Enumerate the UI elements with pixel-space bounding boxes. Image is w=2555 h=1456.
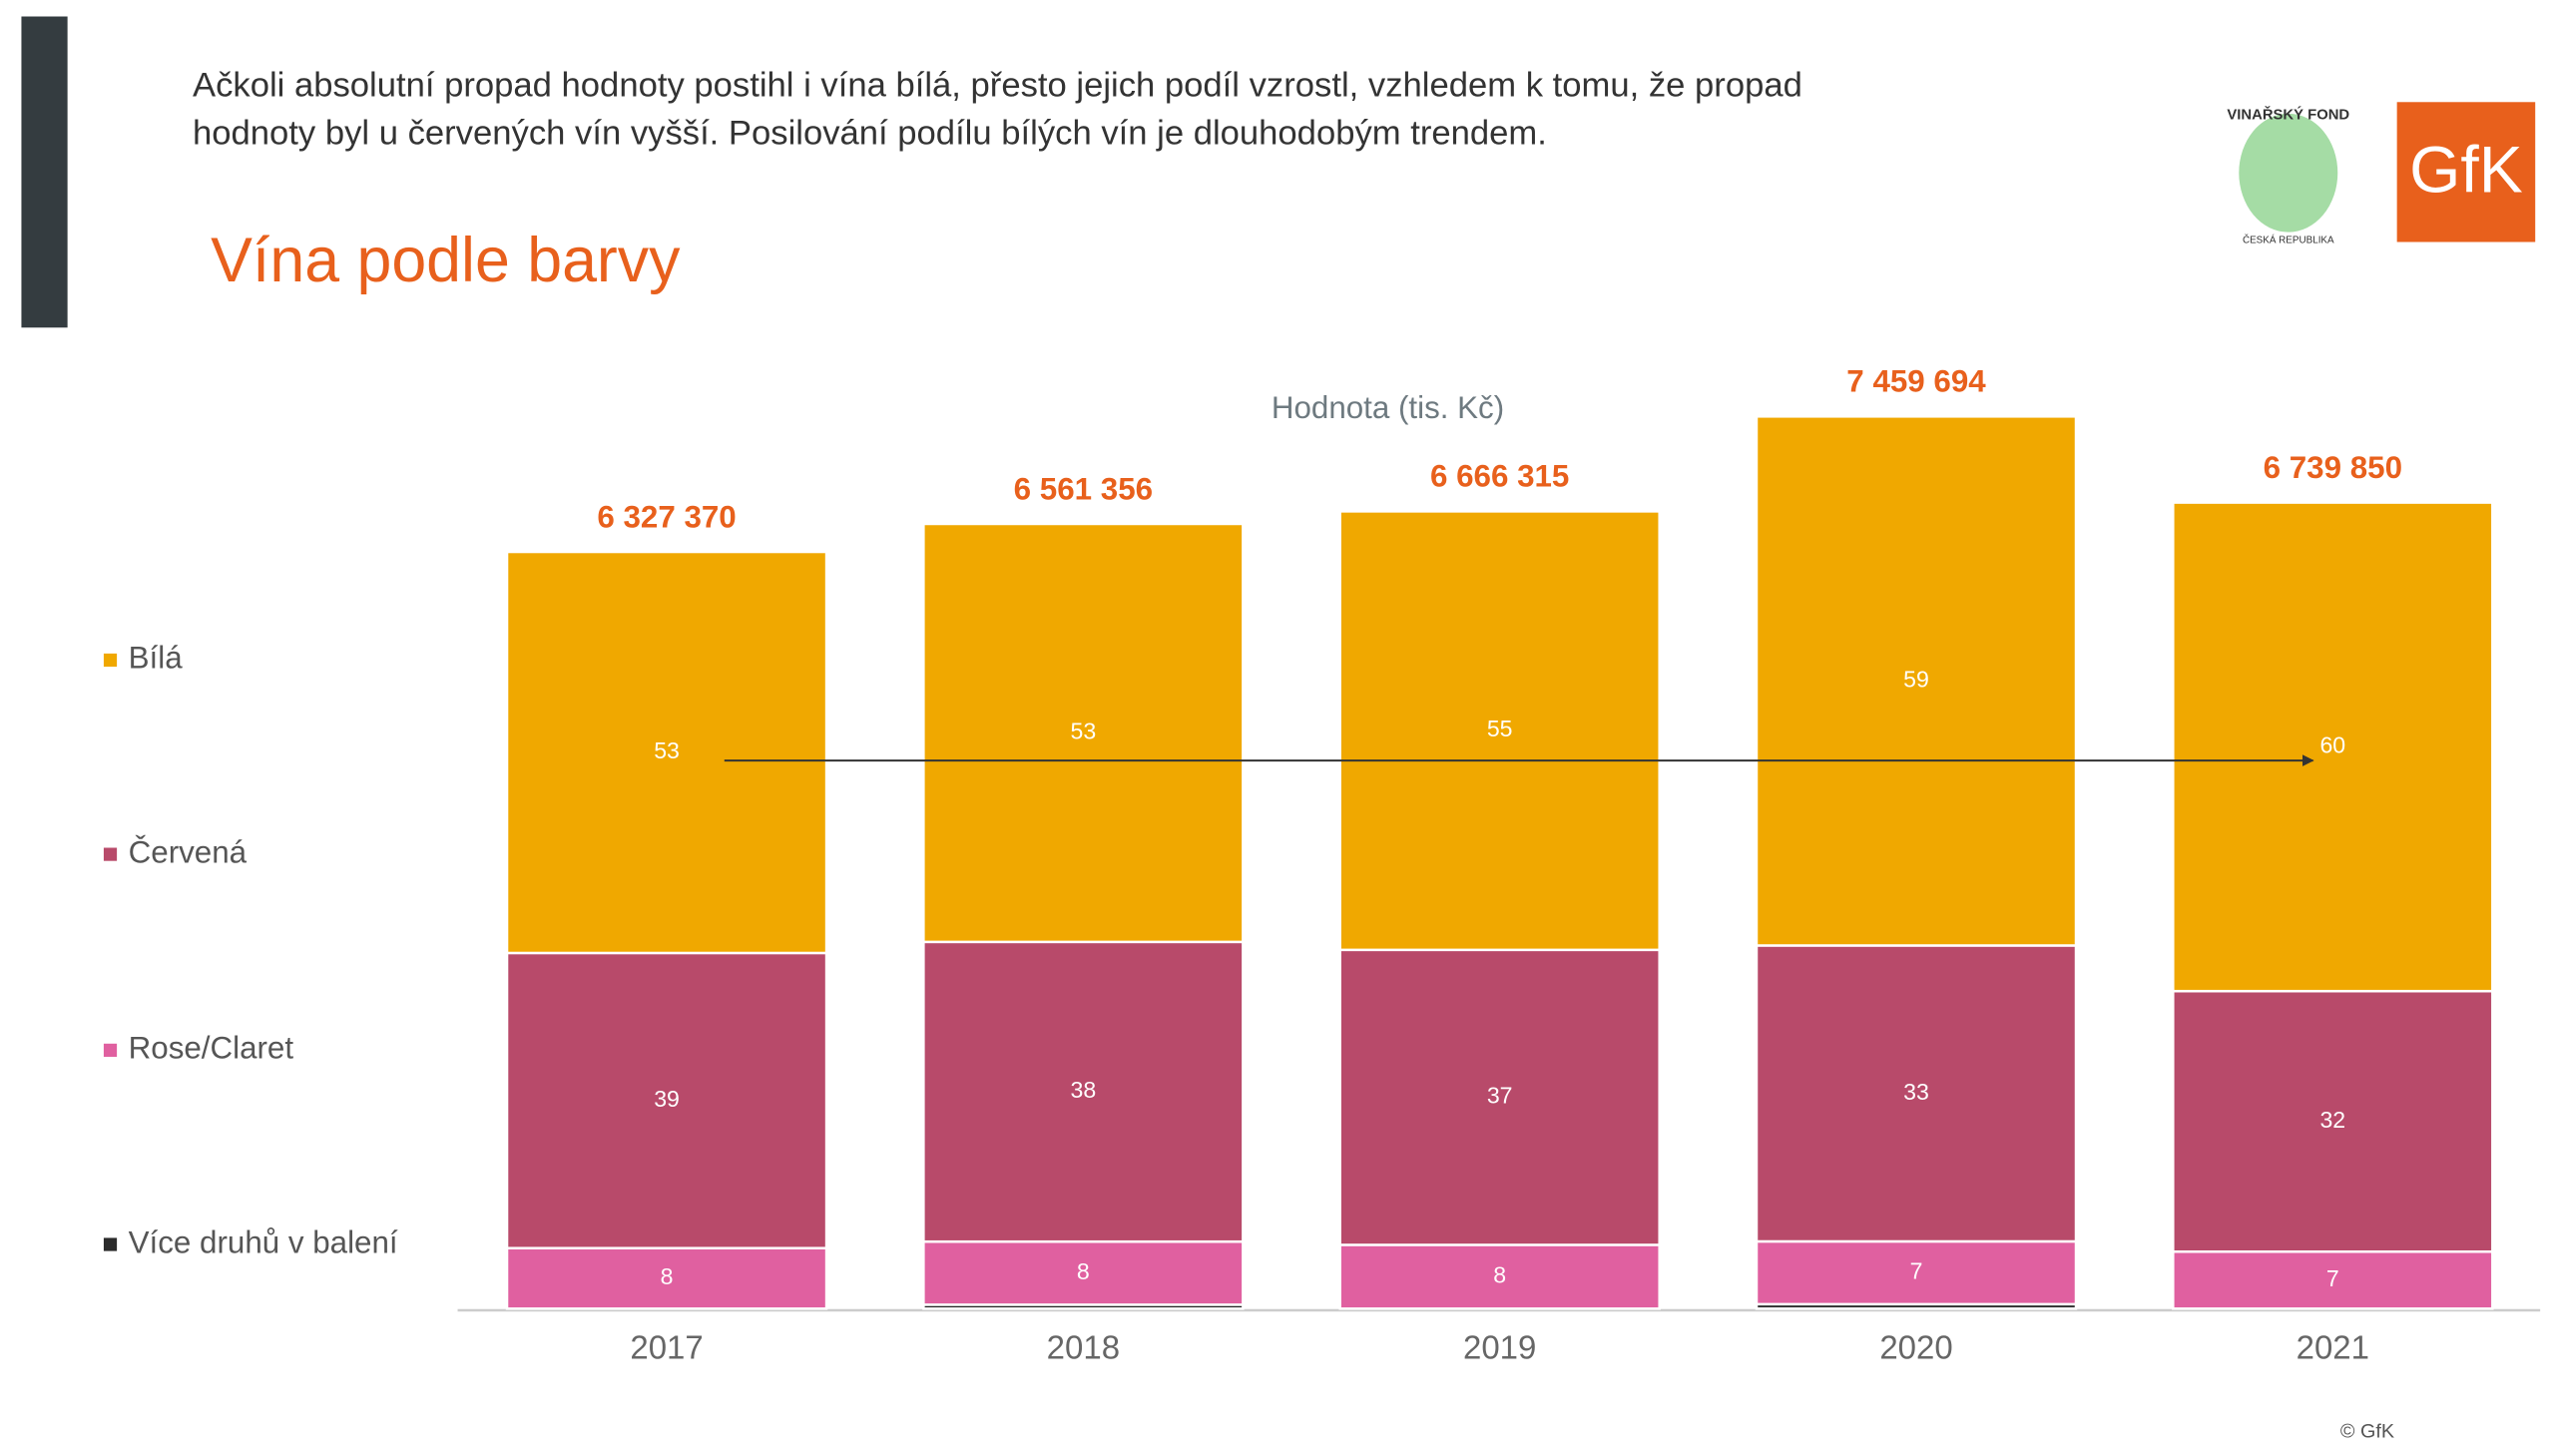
total-label: 6 561 356 (1014, 471, 1153, 506)
legend-label: Více druhů v balení (129, 1224, 398, 1259)
side-bar (21, 16, 68, 328)
bar-segment (2172, 501, 2494, 993)
copyright: © GfK (2340, 1420, 2394, 1442)
legend-label: Bílá (129, 641, 184, 676)
bar-segment (1755, 944, 2078, 1243)
bar-segment (922, 940, 1245, 1243)
total-label: 6 666 315 (1430, 459, 1569, 494)
segment-label: 8 (1493, 1261, 1506, 1287)
legend-swatch (103, 1043, 118, 1057)
x-tick-label: 2021 (2297, 1328, 2369, 1365)
logo-shape (2239, 113, 2338, 233)
legend-swatch (103, 1237, 118, 1251)
segment-label: 33 (1903, 1079, 1929, 1105)
bar-segment (1755, 415, 2078, 947)
logo-text: VINAŘSKÝ FOND (2227, 105, 2349, 123)
segment-label: 39 (654, 1086, 680, 1112)
chart-title: Vína podle barvy (211, 226, 681, 295)
segment-label: 53 (654, 737, 680, 763)
segment-label: 60 (2319, 731, 2345, 757)
segment-label: 7 (1910, 1258, 1923, 1284)
x-tick-label: 2019 (1463, 1328, 1536, 1365)
bar-segment (1338, 510, 1661, 952)
bar-segment (2172, 989, 2494, 1253)
description-line: hodnoty byl u červených vín vyšší. Posil… (193, 114, 1547, 152)
gfk-logo (2396, 102, 2536, 243)
bar-segment (505, 550, 828, 955)
segment-label: 53 (1071, 719, 1097, 744)
gfk-logo-text: GfK (2409, 132, 2523, 206)
segment-label: 55 (1487, 716, 1513, 741)
bar-segment (1338, 948, 1661, 1246)
segment-label: 8 (1077, 1258, 1090, 1284)
total-label: 6 739 850 (2264, 450, 2402, 485)
bar-segment (922, 1239, 1245, 1306)
segment-label: 37 (1487, 1083, 1513, 1109)
segment-label: 8 (661, 1263, 674, 1289)
segment-label: 7 (2326, 1265, 2339, 1291)
legend-swatch (103, 653, 118, 668)
bar-segment (505, 1246, 828, 1310)
bar-segment (1755, 1239, 2078, 1306)
segment-label: 32 (2319, 1107, 2345, 1133)
x-tick-label: 2020 (1879, 1328, 1952, 1365)
fond-logo: VINAŘSKÝ FOND ČESKÁ REPUBLIKA (2227, 105, 2349, 245)
bar-segment (1338, 1243, 1661, 1310)
legend-label: Červená (129, 834, 248, 869)
x-tick-label: 2018 (1047, 1328, 1120, 1365)
logo-text: ČESKÁ REPUBLIKA (2243, 235, 2334, 245)
legend-label: Rose/Claret (129, 1031, 294, 1066)
bar-segment (922, 522, 1245, 944)
segment-label: 59 (1903, 666, 1929, 692)
legend-swatch (103, 847, 118, 861)
total-label: 6 327 370 (597, 499, 736, 534)
x-tick-label: 2017 (630, 1328, 703, 1365)
chart-subtitle: Hodnota (tis. Kč) (1272, 390, 1504, 425)
total-label: 7 459 694 (1846, 364, 1986, 399)
bars (505, 415, 2494, 1310)
description-line: Ačkoli absolutní propad hodnoty postihl … (193, 67, 1802, 105)
bar-segment (505, 951, 828, 1249)
segment-label: 38 (1071, 1077, 1097, 1103)
